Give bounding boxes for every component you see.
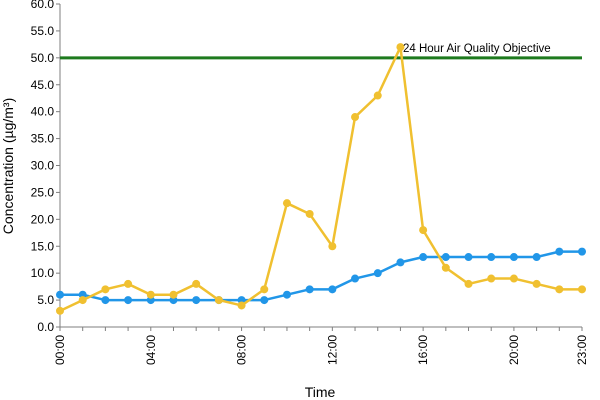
series-2-point [124, 296, 133, 305]
series-2-point [532, 253, 541, 262]
series-1-point [214, 296, 223, 305]
y-tick-label: 10.0 [31, 266, 55, 280]
reference-line-label: 24 Hour Air Quality Objective [403, 43, 551, 55]
series-1-point [419, 226, 428, 235]
x-tick-label: 16:00 [416, 335, 430, 365]
series-1-point [351, 113, 360, 122]
series-2-point [328, 285, 337, 294]
x-tick-label: 08:00 [235, 335, 249, 365]
x-tick-label: 23:00 [575, 335, 589, 365]
series-2-point [419, 253, 428, 262]
series-2-point [441, 253, 450, 262]
series-line-2 [60, 250, 582, 302]
series-1-point [509, 274, 518, 283]
series-1-point [56, 306, 64, 315]
series-1-point [282, 199, 291, 208]
series-1-point [78, 296, 87, 305]
y-tick-label: 0.0 [37, 320, 54, 334]
series-1-point [146, 290, 155, 299]
series-2-point [555, 247, 564, 256]
y-tick-label: 15.0 [31, 239, 55, 253]
y-tick-label: 5.0 [37, 293, 54, 307]
y-tick-label: 25.0 [31, 185, 55, 199]
series-group [56, 43, 586, 315]
x-tick-label: 04:00 [144, 335, 158, 365]
y-tick-label: 40.0 [31, 105, 55, 119]
series-line-1 [59, 45, 582, 312]
series-1-point [192, 279, 201, 288]
series-1-point [124, 279, 133, 288]
series-2-point [396, 258, 405, 267]
series-2-point [56, 290, 64, 299]
x-tick-label: 00:00 [53, 335, 67, 365]
series-1-point [260, 285, 269, 294]
series-1-point [578, 285, 586, 294]
y-tick-label: 35.0 [31, 132, 55, 146]
series-1-point [396, 43, 405, 52]
series-2-point [192, 296, 201, 305]
series-2-point [373, 269, 382, 278]
series-2-point [282, 290, 291, 299]
x-tick-label: 12:00 [325, 335, 339, 365]
series-1-point [532, 279, 541, 288]
series-1-point [487, 274, 496, 283]
series-1-point [464, 279, 473, 288]
series-1-point [305, 209, 314, 218]
y-tick-label: 55.0 [31, 24, 55, 38]
series-2-point [487, 253, 496, 262]
y-axis-title: Concentration (µg/m³) [0, 98, 16, 234]
series-1-point [237, 301, 246, 310]
series-2-point [260, 296, 269, 305]
x-tick-label: 20:00 [507, 335, 521, 365]
series-1-point [169, 290, 178, 299]
series-1-point [101, 285, 110, 294]
y-tick-label: 60.0 [31, 0, 55, 11]
series-2-point [464, 253, 473, 262]
series-1-point [441, 263, 450, 272]
x-axis-title: Time [305, 384, 336, 400]
series-2-point [305, 285, 314, 294]
x-ticks: 00:00 04:00 08:00 12:00 16:00 20:00 23:00 [53, 327, 589, 365]
y-tick-label: 30.0 [31, 159, 55, 173]
y-ticks: 0.0 5.0 10.0 15.0 20.0 25.0 30.0 35.0 40.0 45.0 50… [31, 0, 60, 334]
series-1-point [555, 285, 564, 294]
series-2-point [351, 274, 360, 283]
series-2-point [509, 253, 518, 262]
y-tick-label: 20.0 [31, 212, 55, 226]
series-2-point [101, 296, 110, 305]
series-2-point [578, 247, 586, 256]
series-1-point [328, 242, 337, 251]
y-tick-label: 45.0 [31, 78, 55, 92]
series-1-point [373, 91, 382, 100]
y-tick-label: 50.0 [31, 51, 55, 65]
